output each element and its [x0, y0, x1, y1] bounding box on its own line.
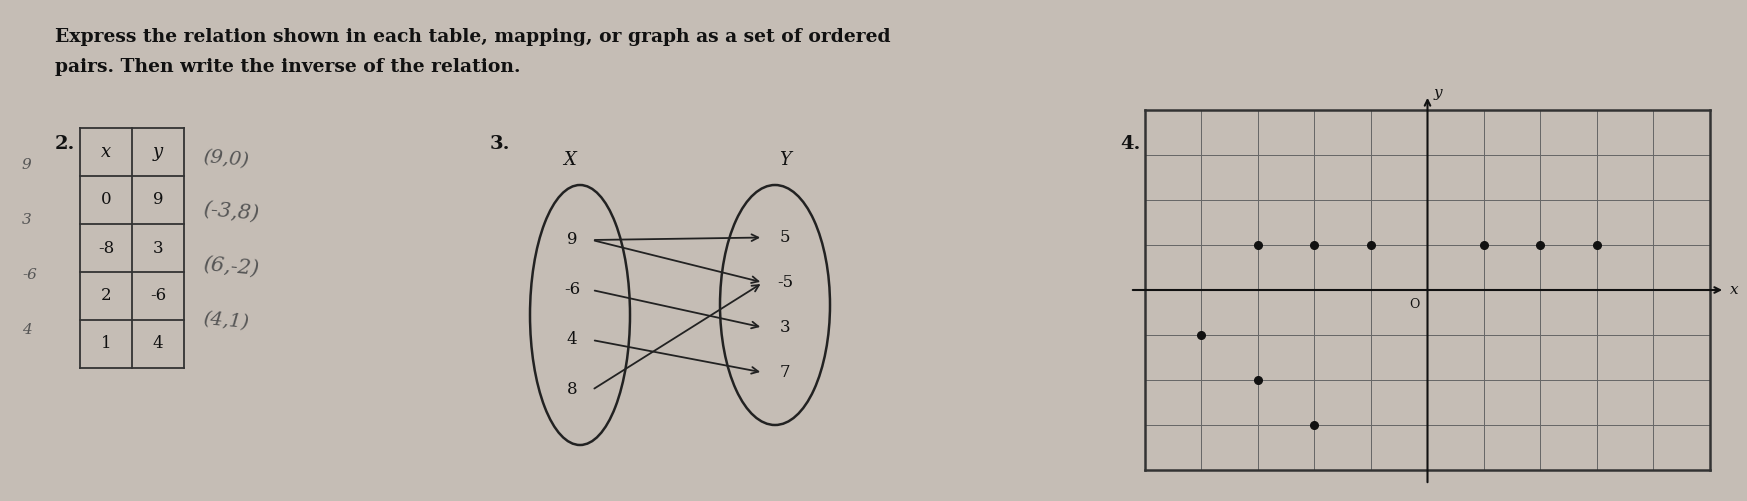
Text: 4: 4 — [152, 336, 162, 353]
Text: 9: 9 — [23, 158, 31, 172]
Text: 1: 1 — [101, 336, 112, 353]
Text: 3: 3 — [23, 213, 31, 227]
Text: -5: -5 — [777, 274, 793, 291]
Text: -6: -6 — [23, 268, 37, 282]
Text: 2.: 2. — [54, 135, 75, 153]
Text: 4: 4 — [566, 332, 577, 349]
Text: (9,0): (9,0) — [203, 148, 250, 170]
Text: -6: -6 — [150, 288, 166, 305]
Text: 0: 0 — [101, 191, 112, 208]
Text: 4: 4 — [23, 323, 31, 337]
Text: y: y — [1434, 86, 1441, 100]
Text: (4,1): (4,1) — [203, 310, 250, 332]
Text: (-3,8): (-3,8) — [203, 200, 260, 224]
Text: 5: 5 — [779, 229, 790, 246]
Text: O: O — [1410, 298, 1420, 311]
Text: 3.: 3. — [489, 135, 510, 153]
Text: x: x — [101, 143, 112, 161]
Text: pairs. Then write the inverse of the relation.: pairs. Then write the inverse of the rel… — [54, 58, 521, 76]
Text: -6: -6 — [564, 282, 580, 299]
Text: x: x — [1730, 283, 1738, 297]
Text: 7: 7 — [779, 364, 790, 381]
Text: 9: 9 — [152, 191, 162, 208]
Text: 4.: 4. — [1120, 135, 1141, 153]
Text: -8: -8 — [98, 239, 114, 257]
Text: 8: 8 — [566, 381, 577, 398]
Text: 2: 2 — [101, 288, 112, 305]
Text: 3: 3 — [779, 319, 790, 336]
Text: y: y — [154, 143, 162, 161]
Text: 9: 9 — [566, 231, 577, 248]
Text: (6,-2): (6,-2) — [203, 255, 260, 279]
Text: Express the relation shown in each table, mapping, or graph as a set of ordered: Express the relation shown in each table… — [54, 28, 891, 46]
Text: X: X — [564, 151, 577, 169]
Text: 3: 3 — [152, 239, 162, 257]
Text: Y: Y — [779, 151, 791, 169]
